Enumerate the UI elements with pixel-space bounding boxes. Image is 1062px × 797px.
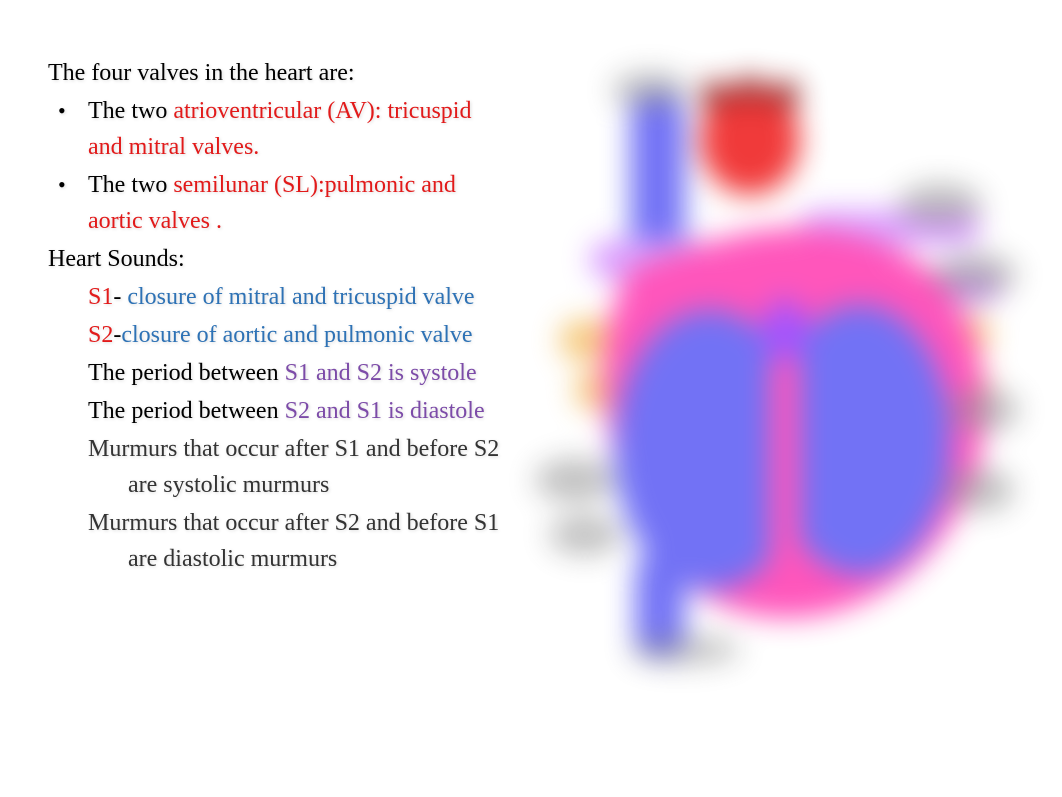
bullet-marker: • — [58, 93, 88, 128]
period-1: The period between S1 and S2 is systole — [88, 355, 508, 391]
heart-sounds-heading: Heart Sounds: — [48, 241, 508, 277]
bullet-marker: • — [58, 167, 88, 202]
bullet-text-2: The two semilunar (SL):pulmonic and aort… — [88, 167, 508, 239]
s2-label: S2 — [88, 322, 113, 348]
s1-desc: closure of mitral and tricuspid valve — [127, 284, 474, 310]
period2-black: The period between — [88, 398, 285, 424]
murmur-1: Murmurs that occur after S1 and before S… — [88, 431, 508, 503]
bullet2-black: The two — [88, 172, 173, 198]
period2-purple: S2 and S1 is diastole — [285, 398, 485, 424]
murmur-2: Murmurs that occur after S2 and before S… — [88, 505, 508, 577]
heart-diagram — [520, 70, 1030, 670]
period1-purple: S1 and S2 is systole — [285, 360, 477, 386]
s2-desc: closure of aortic and pulmonic valve — [121, 322, 472, 348]
bullet-1: • The two atrioventricular (AV): tricusp… — [48, 93, 508, 165]
text-content: The four valves in the heart are: • The … — [48, 55, 508, 579]
period-2: The period between S2 and S1 is diastole — [88, 393, 508, 429]
bullet-2: • The two semilunar (SL):pulmonic and ao… — [48, 167, 508, 239]
bullet-text-1: The two atrioventricular (AV): tricuspid… — [88, 93, 508, 165]
s1-dash: - — [113, 284, 127, 310]
period1-black: The period between — [88, 360, 285, 386]
s1-line: S1- closure of mitral and tricuspid valv… — [88, 279, 508, 315]
bullet1-black: The two — [88, 98, 173, 124]
s2-line: S2-closure of aortic and pulmonic valve — [88, 317, 508, 353]
s1-label: S1 — [88, 284, 113, 310]
intro-line: The four valves in the heart are: — [48, 55, 508, 91]
